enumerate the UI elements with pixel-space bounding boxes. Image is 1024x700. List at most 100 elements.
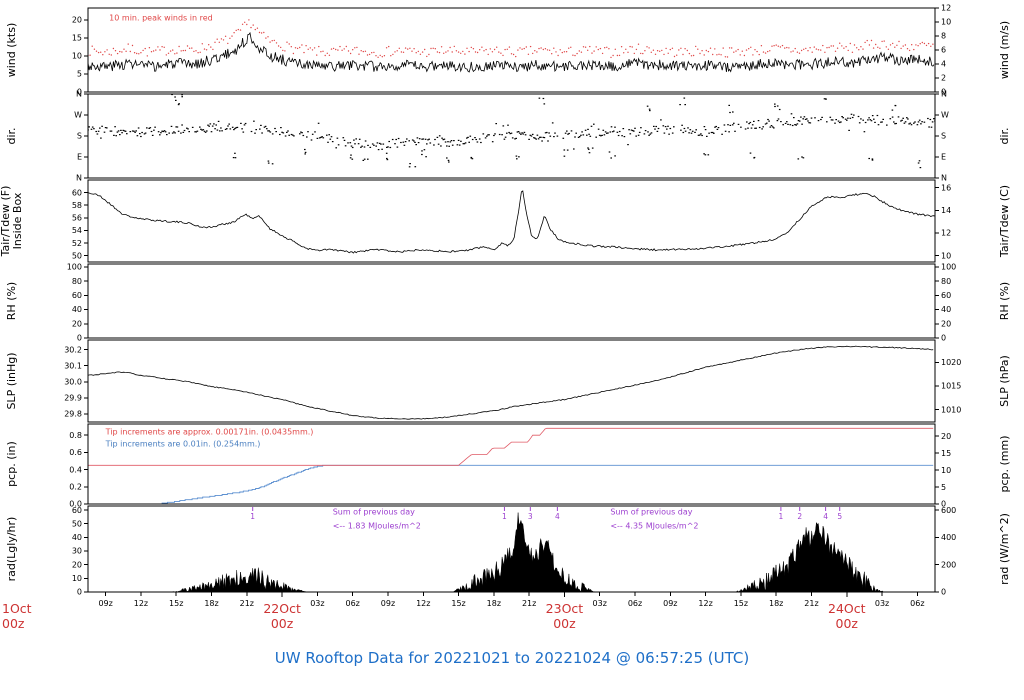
x-hour-label: 21z	[804, 599, 818, 608]
tick-label: 10	[72, 574, 82, 583]
annotation-text: Tip increments are approx. 0.00171in. (0…	[105, 427, 314, 436]
tick-label: 15	[72, 34, 82, 43]
top-mark-label: 3	[528, 512, 533, 521]
x-hour-label: 03z	[593, 599, 607, 608]
x-day-label-clipped: 1Oct	[2, 601, 32, 616]
x-hour-label: 18z	[487, 599, 501, 608]
tick-label: 4	[941, 60, 946, 69]
tick-label: 0	[941, 588, 946, 597]
tick-label: 56	[72, 214, 82, 223]
tick-label: 0	[941, 334, 946, 343]
top-mark-label: 2	[797, 512, 802, 521]
annotation-text: Tip increments are 0.01in. (0.254mm.)	[105, 439, 261, 448]
tick-label: 40	[72, 533, 82, 542]
axis-label-right-wind: wind (m/s)	[998, 21, 1011, 79]
tick-label: 0	[77, 334, 82, 343]
series-rad	[172, 512, 884, 592]
x-hour-label: 21z	[522, 599, 536, 608]
x-hour-label: 12z	[416, 599, 430, 608]
tick-label: 10	[72, 52, 82, 61]
series-slp	[88, 345, 934, 420]
axis-label-right-pcp: pcp. (mm)	[998, 435, 1011, 492]
tick-label: 60	[72, 188, 82, 197]
tick-label: 100	[67, 263, 82, 272]
tick-label: 0.8	[69, 431, 82, 440]
tick-label: 8	[941, 32, 946, 41]
series-wind-mean	[88, 31, 935, 73]
tick-label: 50	[72, 519, 82, 528]
tick-label: 29.8	[64, 410, 82, 419]
x-hour-label: 03z	[875, 599, 889, 608]
top-mark-label: 4	[555, 512, 560, 521]
tick-label: 5	[941, 483, 946, 492]
x-day-label: 23Oct	[546, 601, 584, 616]
series-tair	[88, 190, 935, 254]
panel-series-wind	[88, 19, 935, 73]
annotation-text: Sum of previous day	[610, 508, 692, 517]
x-hour-label: 06z	[345, 599, 359, 608]
tick-label: 0	[941, 500, 946, 509]
tick-label: 60	[72, 291, 82, 300]
tick-label: 0.0	[69, 500, 82, 509]
tick-label: 10	[941, 251, 951, 260]
tick-label: 0	[941, 88, 946, 97]
axis-label-left-pcp: pcp. (in)	[5, 441, 18, 487]
panel-series-dir	[88, 94, 935, 169]
axis-label-right-slp: SLP (hPa)	[998, 355, 1011, 407]
tick-label: 30	[72, 547, 82, 556]
x-day-label: 22Oct	[263, 601, 301, 616]
tick-label: 30.1	[64, 361, 82, 370]
axis-label-left-dir: dir.	[5, 127, 18, 144]
tick-label: 20	[941, 319, 951, 328]
tick-label: 2	[941, 74, 946, 83]
tick-label: 58	[72, 201, 82, 210]
axis-label-right-rad: rad (W/m^2)	[998, 513, 1011, 585]
tick-label: 16	[941, 183, 951, 192]
tick-label: 0	[77, 88, 82, 97]
series-pcp-fine-gauge	[88, 427, 934, 466]
x-day-label: 24Oct	[828, 601, 866, 616]
chart-title: UW Rooftop Data for 20221021 to 20221024…	[274, 649, 750, 667]
axis-label-right-rh: RH (%)	[998, 282, 1011, 320]
annotation-text: Sum of previous day	[333, 508, 415, 517]
tick-label: 29.9	[64, 394, 82, 403]
axis-label-left-rad: rad(Lgly/hr)	[5, 517, 18, 582]
axis-label-left-rh: RH (%)	[5, 282, 18, 320]
x-hour-label: 09z	[663, 599, 677, 608]
panel-series-tair	[88, 190, 935, 254]
tick-label: 12	[941, 229, 951, 238]
tick-label: 10	[941, 466, 951, 475]
x-hour-label: 15z	[169, 599, 183, 608]
top-mark-label: 1	[779, 512, 784, 521]
tick-label: 100	[941, 263, 956, 272]
tick-label: 1020	[941, 358, 961, 367]
tick-label: 20	[72, 319, 82, 328]
x-hour-label: 15z	[451, 599, 465, 608]
top-mark-label: 1	[250, 512, 255, 521]
tick-label: 6	[941, 46, 946, 55]
x-hour-label: 09z	[381, 599, 395, 608]
x-hour-label: 18z	[204, 599, 218, 608]
panel-wind: 0 5 10 15 20 0 2 4 6 8 10 12 wind (kts) wind (m/s) 10 …	[5, 4, 1011, 97]
tick-label: 40	[72, 305, 82, 314]
tick-label: 54	[72, 226, 82, 235]
tick-label: 0.2	[69, 482, 82, 491]
tick-label: 40	[941, 305, 951, 314]
x-hour-label: 09z	[98, 599, 112, 608]
x-hour-label: 06z	[628, 599, 642, 608]
series-pcp-coarse-gauge	[161, 464, 934, 504]
tick-label: 200	[941, 560, 956, 569]
panel-slp: 29.8 29.9 30.0 30.1 30.2 1010 1015 1020 SLP (inH…	[5, 339, 1011, 423]
tick-label: 20	[72, 560, 82, 569]
tick-label: S	[77, 132, 82, 141]
tick-label: S	[941, 132, 946, 141]
x-day-hour-label: 00z	[553, 616, 576, 631]
top-mark-label: 1	[502, 512, 507, 521]
tick-label: 12	[941, 4, 951, 13]
axis-label-left-wind: wind (kts)	[5, 23, 18, 78]
x-hour-label: 15z	[734, 599, 748, 608]
